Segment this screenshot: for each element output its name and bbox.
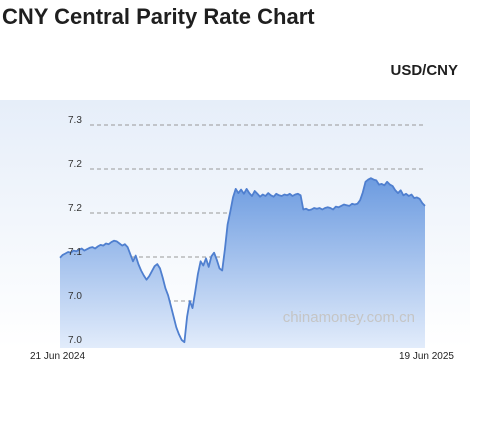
chart-svg: 7.3 7.2 7.2 7.1 7.0 7.0 chinamoney.com.cn bbox=[0, 100, 470, 348]
series-line-usd-cny bbox=[59, 177, 426, 344]
y-tick-label: 7.2 bbox=[68, 203, 82, 214]
x-axis-end-label: 19 Jun 2025 bbox=[398, 351, 454, 362]
y-tick-label: 7.0 bbox=[68, 335, 82, 346]
y-tick-label: 7.0 bbox=[68, 291, 82, 302]
page-title: CNY Central Parity Rate Chart bbox=[2, 4, 315, 29]
y-axis-ticks: 7.3 7.2 7.2 7.1 7.0 7.0 bbox=[68, 115, 82, 346]
y-tick-label: 7.2 bbox=[68, 159, 82, 170]
watermark-text: chinamoney.com.cn bbox=[283, 309, 415, 326]
currency-pair-label: USD/CNY bbox=[390, 62, 458, 79]
chart-area: 7.3 7.2 7.2 7.1 7.0 7.0 chinamoney.com.cn bbox=[0, 100, 470, 348]
y-tick-label: 7.1 bbox=[68, 247, 82, 258]
area-fill bbox=[60, 178, 425, 348]
y-tick-label: 7.3 bbox=[68, 115, 82, 126]
x-axis-start-label: 21 Jun 2024 bbox=[30, 351, 86, 362]
